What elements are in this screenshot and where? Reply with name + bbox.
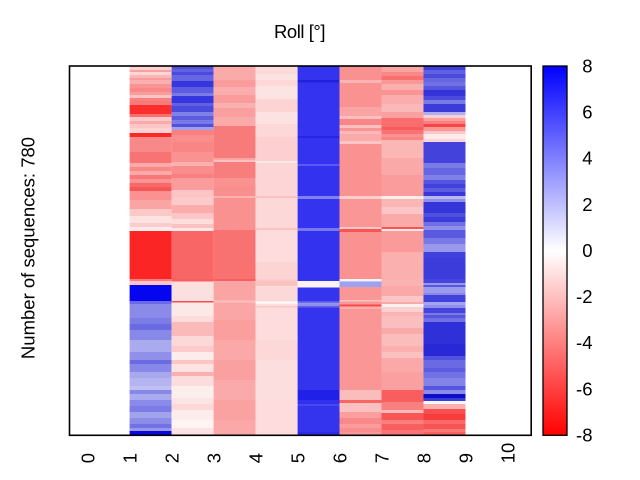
svg-text:10: 10 [497, 443, 518, 464]
svg-text:7: 7 [371, 453, 392, 463]
svg-text:3: 3 [203, 453, 224, 463]
svg-text:1: 1 [119, 453, 140, 463]
svg-text:4: 4 [582, 148, 592, 169]
svg-text:9: 9 [455, 453, 476, 463]
svg-text:Roll [°]: Roll [°] [274, 21, 325, 42]
svg-text:2: 2 [161, 453, 182, 463]
svg-text:-6: -6 [576, 378, 592, 399]
svg-text:8: 8 [582, 55, 592, 76]
svg-text:4: 4 [245, 453, 266, 463]
svg-text:0: 0 [582, 240, 592, 261]
svg-text:6: 6 [582, 102, 592, 123]
svg-text:Number of sequences: 780: Number of sequences: 780 [18, 137, 39, 359]
svg-text:-2: -2 [576, 286, 592, 307]
svg-text:6: 6 [329, 453, 350, 463]
svg-text:-8: -8 [576, 425, 592, 446]
svg-text:2: 2 [582, 194, 592, 215]
svg-text:-4: -4 [576, 332, 592, 353]
svg-text:5: 5 [287, 453, 308, 463]
svg-text:0: 0 [77, 453, 98, 463]
svg-text:8: 8 [413, 453, 434, 463]
